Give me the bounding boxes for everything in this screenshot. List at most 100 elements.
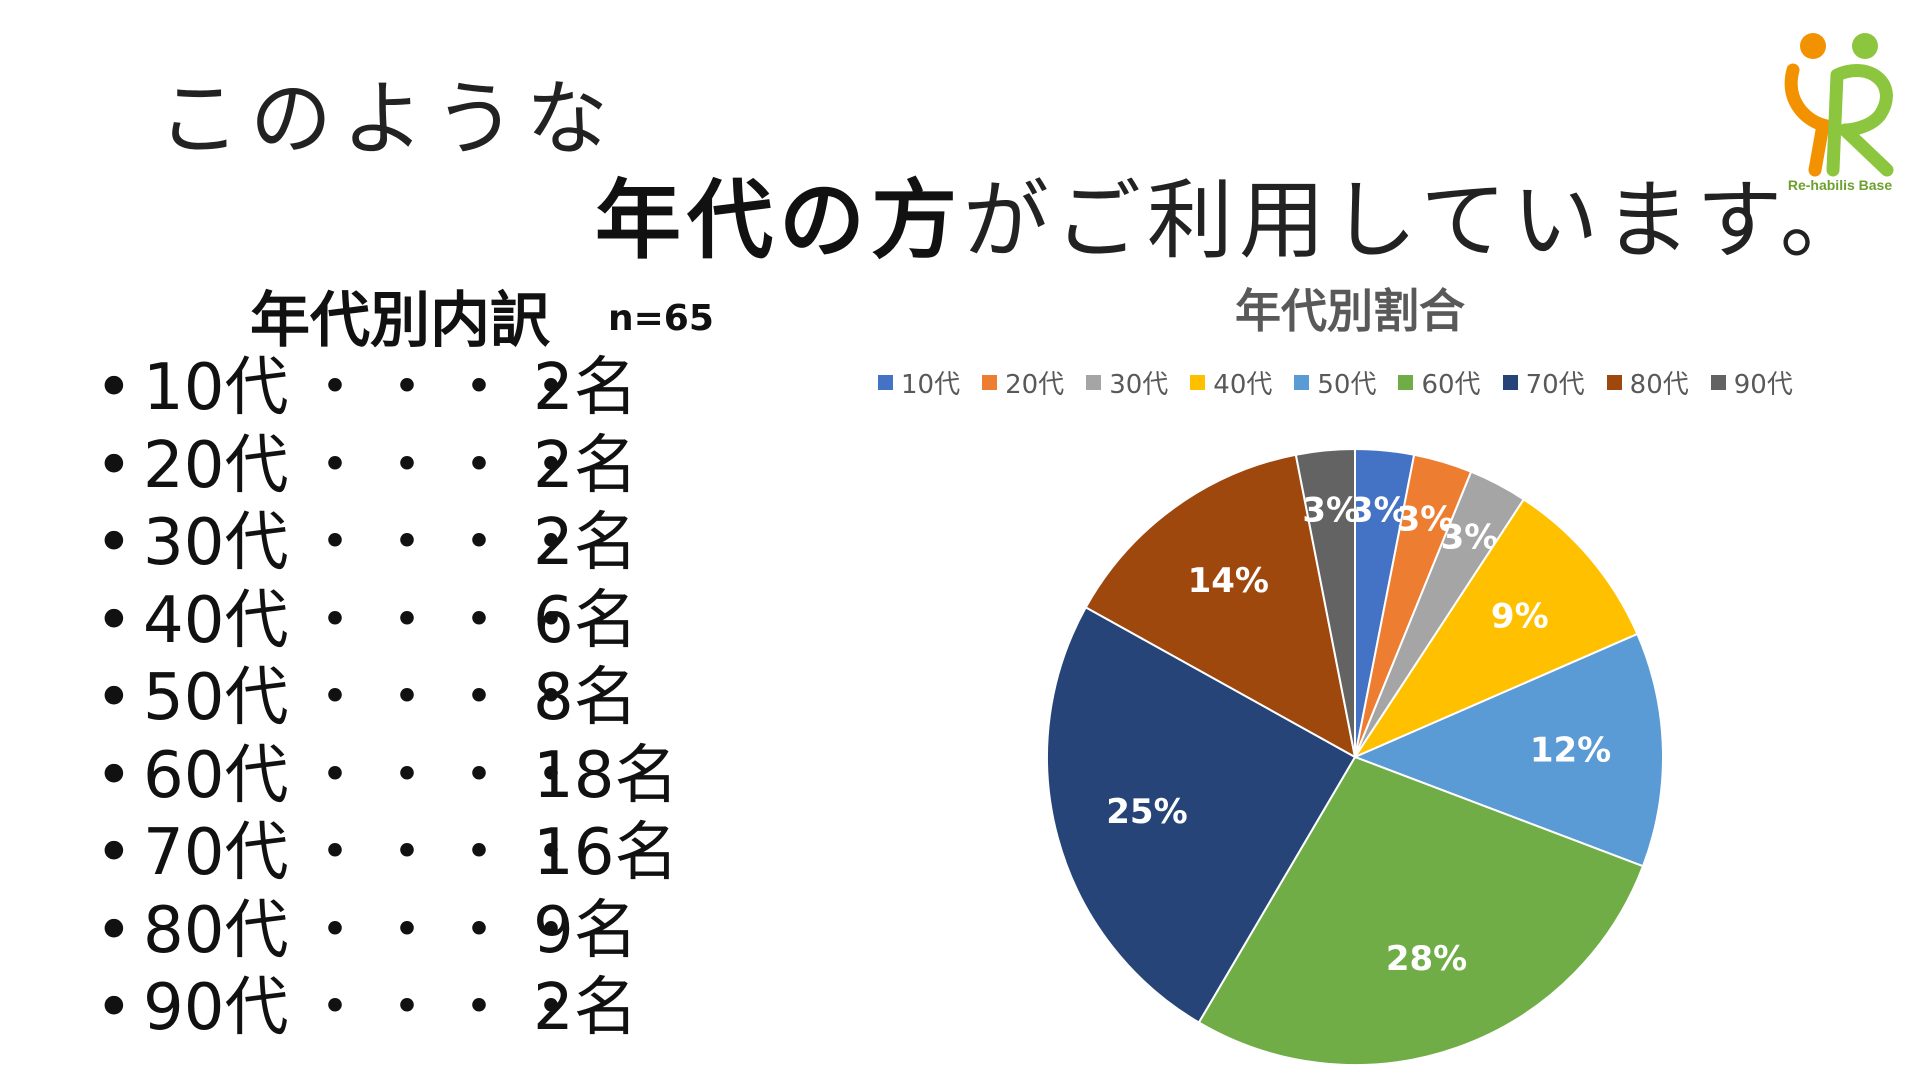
legend-label: 80代 [1629, 370, 1689, 400]
legend-label: 30代 [1109, 370, 1169, 400]
legend-swatch [1398, 375, 1414, 390]
breakdown-age: 50代 [143, 661, 289, 735]
heading-line2-light: がご利用しています。 [963, 171, 1872, 271]
pie-data-label: 9% [1491, 596, 1549, 636]
breakdown-count: 18名 [533, 738, 679, 813]
breakdown-dots: ・・・・ [303, 971, 591, 1045]
logo-green-head-icon [1852, 33, 1878, 59]
breakdown-age: 90代 [143, 971, 289, 1045]
legend-item: 50代 [1294, 364, 1376, 401]
legend-label: 40代 [1213, 370, 1273, 400]
breakdown-dots: ・・・・ [303, 428, 591, 503]
breakdown-item: • 90代 ・・・・2名 [95, 970, 678, 1048]
legend-swatch [1190, 375, 1206, 390]
legend-swatch [1502, 375, 1518, 390]
pie-slice [1084, 453, 1357, 759]
breakdown-bullet: • [95, 816, 133, 890]
breakdown-bullet: • [95, 661, 133, 735]
chart-title: 年代別割合 [1235, 284, 1465, 338]
breakdown-list: • 10代 ・・・・2名 • 20代 ・・・・2名 • 30代 ・・・・2名 • 40代 ・・・・6名… [95, 350, 678, 1048]
pie-slice [1352, 632, 1664, 868]
legend-label: 60代 [1421, 370, 1481, 400]
breakdown-item: • 80代 ・・・・9名 [95, 893, 678, 971]
breakdown-age: 40代 [143, 583, 289, 658]
breakdown-age: 30代 [143, 506, 289, 580]
legend-label: 50代 [1317, 370, 1377, 400]
breakdown-age: 70代 [143, 816, 289, 890]
breakdown-age: 60代 [143, 738, 289, 813]
legend-item: 10代 [878, 364, 960, 401]
breakdown-n: n=65 [608, 298, 714, 339]
breakdown-item: • 60代 ・・・・18名 [95, 738, 678, 816]
heading-line1: このような [158, 72, 619, 167]
breakdown-bullet: • [95, 506, 133, 580]
legend-item: 20代 [982, 364, 1064, 401]
breakdown-title: 年代別内訳 [250, 286, 550, 356]
pie-slice [1352, 497, 1639, 760]
heading-line2-bold: 年代の方 [595, 171, 963, 271]
legend-label: 20代 [1005, 370, 1065, 400]
pie-data-label: 25% [1106, 792, 1187, 832]
pie-data-label: 28% [1386, 939, 1467, 979]
legend-label: 90代 [1733, 370, 1793, 400]
breakdown-count: 8名 [533, 661, 638, 735]
legend-swatch [1294, 375, 1310, 390]
breakdown-age: 10代 [143, 351, 289, 425]
breakdown-bullet: • [95, 351, 133, 425]
breakdown-count: 2名 [533, 506, 638, 580]
pie-data-label: 14% [1188, 561, 1269, 601]
pie-data-label: 3% [1302, 490, 1360, 530]
legend-label: 70代 [1525, 370, 1585, 400]
legend-swatch [878, 375, 893, 390]
logo-orange-body-icon [1784, 63, 1831, 177]
legend-swatch [1710, 375, 1726, 390]
breakdown-count: 2名 [533, 428, 638, 503]
breakdown-dots: ・・・・ [303, 506, 591, 580]
logo-orange-head-icon [1800, 33, 1826, 59]
breakdown-count: 2名 [533, 971, 638, 1045]
pie-data-label: 3% [1350, 490, 1408, 530]
breakdown-dots: ・・・・ [303, 661, 591, 735]
re-habilis-logo: Re-habilis Base [1784, 33, 1894, 193]
logo-text: Re-habilis Base [1788, 177, 1892, 193]
breakdown-item: • 70代 ・・・・16名 [95, 815, 678, 893]
legend-item: 70代 [1502, 364, 1585, 401]
breakdown-bullet: • [95, 893, 133, 968]
breakdown-count: 16名 [533, 816, 679, 890]
breakdown-count: 6名 [533, 583, 638, 658]
breakdown-item: • 50代 ・・・・8名 [95, 660, 678, 738]
legend-item: 80代 [1606, 364, 1689, 401]
legend-item: 90代 [1710, 364, 1793, 401]
breakdown-item: • 30代 ・・・・2名 [95, 505, 678, 583]
pie-chart: 3%3%3%9%12%28%25%14%3% [1046, 447, 1664, 1066]
legend-item: 60代 [1398, 364, 1481, 401]
breakdown-bullet: • [95, 428, 133, 503]
breakdown-dots: ・・・・ [303, 893, 591, 968]
breakdown-item: • 20代 ・・・・2名 [95, 428, 678, 506]
breakdown-item: • 40代 ・・・・6名 [95, 583, 678, 661]
breakdown-age: 80代 [143, 893, 289, 968]
breakdown-count: 2名 [533, 351, 638, 425]
legend-item: 30代 [1086, 364, 1168, 401]
legend-swatch [982, 375, 998, 390]
logo-green-body-icon [1826, 64, 1894, 177]
pie-slice [1046, 605, 1357, 1024]
breakdown-dots: ・・・・ [303, 738, 591, 813]
breakdown-bullet: • [95, 738, 133, 813]
breakdown-dots: ・・・・ [303, 583, 591, 658]
legend-swatch [1606, 375, 1622, 390]
breakdown-dots: ・・・・ [303, 351, 591, 425]
chart-legend: 10代 20代 30代 40代 50代 60代 70代 80代 90代 [878, 364, 1793, 401]
pie-slice [1294, 447, 1356, 758]
legend-item: 40代 [1190, 364, 1272, 401]
breakdown-dots: ・・・・ [303, 816, 591, 890]
pie-data-label: 12% [1530, 730, 1611, 770]
legend-swatch [1086, 375, 1102, 390]
breakdown-bullet: • [95, 583, 133, 658]
breakdown-bullet: • [95, 971, 133, 1045]
legend-label: 10代 [901, 370, 961, 400]
heading-line2: 年代の方がご利用しています。 [595, 150, 1872, 275]
breakdown-count: 9名 [533, 893, 638, 968]
breakdown-item: • 10代 ・・・・2名 [95, 350, 678, 428]
breakdown-age: 20代 [143, 428, 289, 503]
